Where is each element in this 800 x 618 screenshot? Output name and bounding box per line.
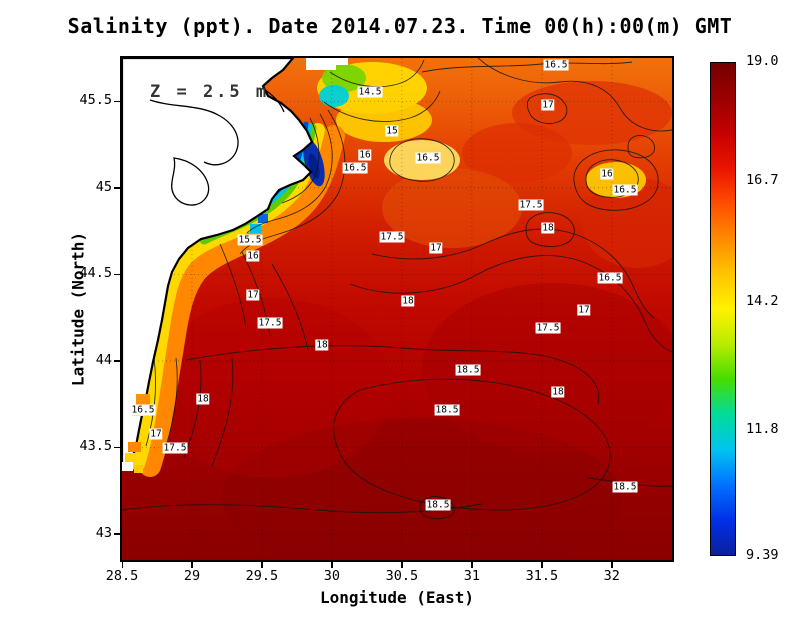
y-tick-mark: [114, 273, 120, 276]
contour-label: 17: [577, 304, 591, 316]
x-tick-label: 29: [183, 568, 201, 584]
y-tick-mark: [114, 533, 120, 535]
contour-label: 17.5: [162, 442, 188, 454]
x-tick-label: 31: [463, 568, 480, 584]
y-axis-label: Latitude (North): [68, 231, 88, 387]
y-tick-label: 44: [95, 351, 112, 368]
contour-label: 17: [541, 99, 555, 111]
colorbar-tick-label: 9.39: [746, 547, 779, 563]
colorbar-tick-label: 19.0: [746, 53, 779, 69]
y-tick-label: 44.5: [79, 265, 112, 282]
contour-label: 18.5: [455, 364, 481, 376]
x-axis-label: Longitude (East): [319, 588, 475, 607]
contour-label: 17.5: [518, 199, 544, 211]
y-tick-label: 43.5: [79, 438, 112, 455]
x-tick-mark: [331, 562, 333, 568]
contour-label: 16: [600, 168, 614, 180]
contour-label: 17: [149, 428, 163, 440]
y-tick-mark: [114, 360, 120, 362]
contour-label: 18: [315, 339, 329, 351]
land-mass: [122, 58, 314, 467]
contour-label: 17: [429, 242, 443, 254]
contour-label: 16: [358, 149, 372, 161]
y-tick-label: 43: [95, 525, 112, 542]
y-tick-mark: [114, 446, 120, 449]
contour-label: 18: [401, 295, 415, 307]
contour-label: 18.5: [425, 499, 451, 511]
x-tick-mark: [261, 562, 263, 568]
x-tick-label: 28.5: [105, 568, 139, 584]
x-tick-mark: [611, 562, 613, 568]
contour-label: 15.5: [237, 234, 263, 246]
contour-label: 16.5: [130, 404, 156, 416]
coastal-lagoons: [149, 87, 285, 206]
x-tick-mark: [471, 562, 473, 568]
contour-label: 17.5: [257, 317, 283, 329]
map-plot-area: Z = 2.5 m 28.5 29 29.5 30 30.5 31 31.5 32 43 43.5…: [79, 56, 674, 584]
contour-label: 17.5: [535, 322, 561, 334]
x-tick-label: 30: [323, 568, 341, 584]
colorbar-tick-label: 14.2: [746, 292, 779, 309]
colorbar-gradient: [710, 62, 736, 556]
contour-label: 16.5: [415, 152, 441, 164]
contour-label: 18: [196, 393, 210, 405]
contour-label: 17: [246, 289, 260, 301]
x-tick-mark: [121, 562, 123, 568]
colorbar-tick-label: 16.7: [746, 171, 779, 188]
contour-label: 18: [541, 222, 555, 234]
contour-label: 16.5: [597, 272, 623, 284]
contour-label: 18.5: [612, 481, 638, 493]
contour-label: 14.5: [357, 86, 383, 98]
y-tick-label: 45: [95, 178, 112, 195]
y-tick-label: 45.5: [79, 92, 112, 109]
y-tick-mark: [114, 187, 120, 189]
colorbar: 19.0 16.7 14.2 11.8 9.39: [710, 53, 779, 563]
contour-label: 18: [551, 386, 565, 398]
x-tick-label: 30.5: [385, 568, 419, 584]
salinity-field-svg: [122, 58, 672, 560]
x-tick-label: 31.5: [525, 568, 559, 584]
contour-label: 16: [246, 250, 260, 262]
x-tick-mark: [191, 562, 193, 568]
plot-title: Salinity (ppt). Date 2014.07.23. Time 00…: [67, 14, 733, 38]
depth-annotation: Z = 2.5 m: [150, 82, 270, 102]
x-tick-label: 29.5: [245, 568, 279, 584]
x-tick-label: 32: [603, 568, 620, 584]
y-tick-mark: [114, 100, 120, 103]
contour-label: 18.5: [434, 404, 460, 416]
contour-label: 16.5: [342, 162, 368, 174]
contour-label: 16.5: [612, 184, 638, 196]
x-tick-mark: [541, 562, 543, 568]
contour-label: 16.5: [543, 59, 569, 71]
colorbar-tick-label: 11.8: [746, 421, 779, 438]
contour-label: 15: [385, 125, 399, 137]
x-tick-mark: [401, 562, 403, 568]
sea-salinity-field: [122, 58, 672, 560]
contour-label: 17.5: [379, 231, 405, 243]
